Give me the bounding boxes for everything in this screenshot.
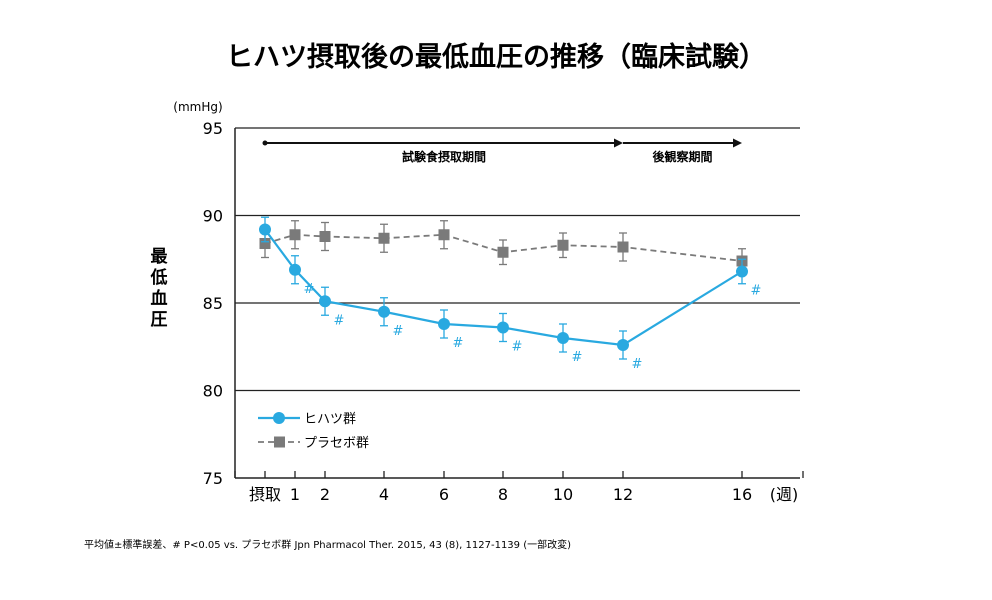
period-arrow-head-0 [614,138,623,148]
data-point-1-0 [259,238,271,249]
x-tick-label-2: 2 [320,485,330,504]
x-tick-label-8: 16 [732,485,752,504]
significance-mark-1: # [304,282,315,297]
y-tick-label-90: 90 [203,207,223,226]
footnote: 平均値±標準誤差、# P<0.05 vs. プラセボ群 Jpn Pharmaco… [84,538,571,551]
data-point-1-3 [378,232,390,244]
data-point-0-7 [617,339,629,351]
x-axis-unit: (週) [770,485,799,504]
x-tick-label-3: 4 [379,485,389,504]
data-point-0-2 [319,295,331,308]
y-axis-label-char-2: 血 [151,288,168,309]
significance-mark-5: # [512,340,523,355]
data-point-0-0 [259,223,271,236]
y-tick-label-80: 80 [203,382,223,401]
period-arrow-head-1 [733,138,742,148]
significance-mark-7: # [632,357,643,372]
y-axis-label-char-0: 最 [151,247,169,267]
data-point-1-5 [497,246,509,258]
data-point-0-4 [438,318,450,330]
period-arrow-start-0 [262,140,268,146]
y-tick-label-95: 95 [203,119,223,138]
significance-mark-8: # [751,284,762,299]
legend-label-0: ヒハツ群 [304,412,356,427]
significance-mark-3: # [393,324,404,339]
legend-label-1: プラセボ群 [304,436,369,451]
period-label-1: 後観察期間 [652,149,712,164]
data-point-1-7 [617,241,629,253]
data-point-1-6 [557,239,569,251]
x-tick-label-4: 6 [439,485,449,504]
y-axis-label-char-1: 低 [150,267,168,288]
y-tick-label-85: 85 [203,294,223,313]
data-point-1-4 [438,229,450,241]
significance-mark-4: # [453,336,464,351]
legend-marker-1 [274,436,285,448]
y-axis-label-char-3: 圧 [151,310,168,330]
data-point-0-6 [557,332,569,344]
x-tick-label-5: 8 [498,485,508,504]
y-tick-label-75: 75 [203,469,223,488]
x-tick-label-0: 摂取 [249,485,281,504]
data-point-1-2 [319,231,331,242]
data-point-0-1 [289,263,301,276]
significance-mark-6: # [572,350,583,365]
chart-title: ヒハツ摂取後の最低血圧の推移（臨床試験） [226,41,766,73]
data-point-1-1 [289,229,301,241]
y-axis-unit: (mmHg) [173,100,222,114]
x-tick-label-6: 10 [553,485,573,504]
x-tick-label-7: 12 [613,485,633,504]
data-point-0-8 [736,265,748,278]
data-point-0-3 [378,305,390,318]
x-tick-label-1: 1 [290,485,300,504]
legend-marker-0 [273,412,285,424]
period-label-0: 試験食摂取期間 [402,149,486,164]
significance-mark-2: # [334,313,345,328]
data-point-0-5 [497,321,509,334]
